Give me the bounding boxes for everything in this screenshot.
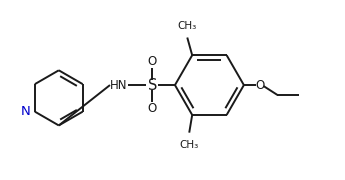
Text: CH₃: CH₃ — [178, 21, 197, 31]
Text: O: O — [148, 55, 157, 68]
Text: CH₃: CH₃ — [180, 140, 199, 150]
Text: O: O — [255, 79, 264, 92]
Text: N: N — [21, 105, 31, 118]
Text: O: O — [148, 102, 157, 115]
Text: S: S — [148, 78, 157, 93]
Text: HN: HN — [110, 79, 128, 92]
